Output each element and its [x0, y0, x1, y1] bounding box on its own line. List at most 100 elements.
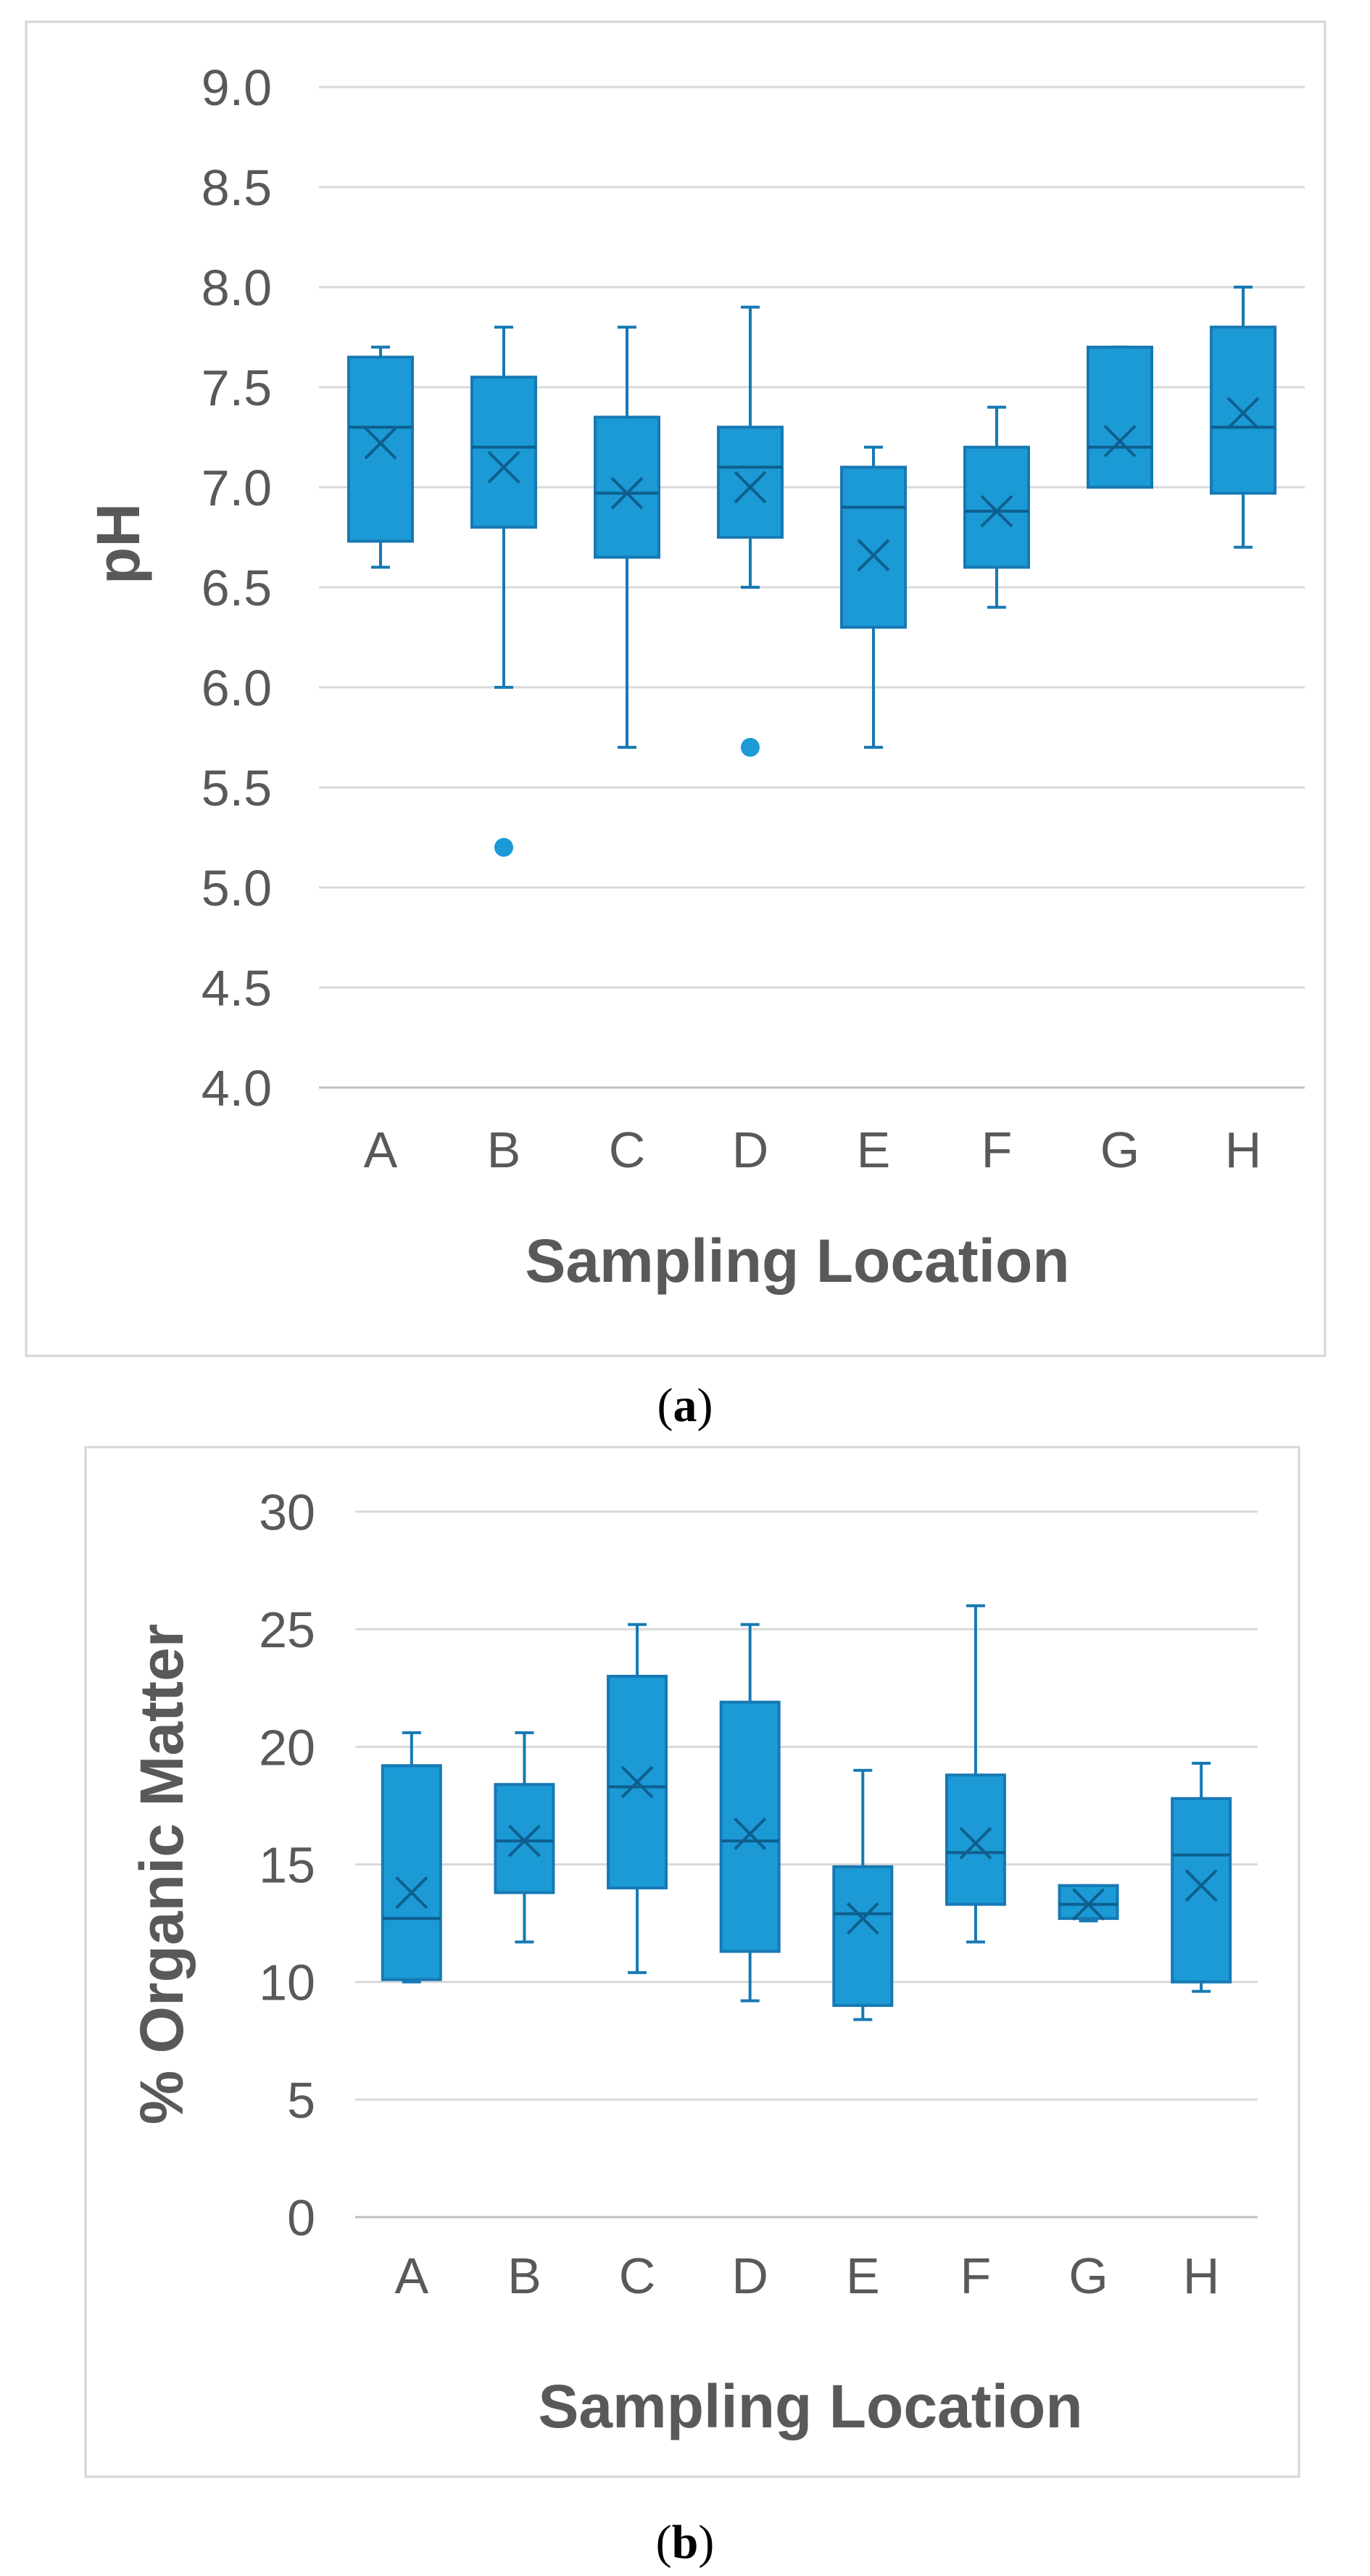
y-axis-title: pH: [84, 503, 152, 584]
y-tick-labels: 4.0 4.5 5.0 5.5 6.0 6.5 7.0 7.5 8.0 8.5 9.0: [202, 59, 272, 1117]
box-location-f: [945, 1604, 1006, 1944]
y-tick-label: 4.5: [202, 960, 272, 1016]
iqr-box: [381, 1764, 442, 1981]
mean-marker-stroke: [610, 476, 644, 510]
caption-close-paren: ): [697, 1379, 713, 1432]
y-tick-label: 5: [287, 2072, 315, 2129]
y-tick-label: 20: [259, 1719, 315, 1776]
iqr-box: [1210, 326, 1276, 495]
chart-panel-ph: 4.0 4.5 5.0 5.5 6.0 6.5 7.0 7.5 8.0 8.5 9.0 A B C D E F…: [25, 20, 1327, 1357]
y-tick-label: 6.0: [202, 660, 272, 716]
mean-marker-stroke: [1103, 425, 1137, 457]
box-location-b: [494, 1731, 555, 1944]
x-tick-label: D: [731, 2248, 768, 2304]
mean-marker: [959, 1826, 992, 1860]
y-tick-label: 0: [287, 2190, 315, 2246]
y-tick-label: 9.0: [202, 59, 272, 116]
x-tick-label: A: [364, 1122, 398, 1178]
x-tick-label: G: [1100, 1122, 1139, 1178]
box-location-g: [1087, 345, 1153, 489]
y-tick-label: 15: [259, 1837, 315, 1894]
iqr-box: [832, 1865, 894, 2008]
mean-marker: [610, 476, 644, 510]
y-tick-label: 4.0: [202, 1060, 272, 1117]
iqr-box: [963, 445, 1030, 569]
mean-marker: [857, 539, 890, 572]
iqr-box: [1171, 1797, 1232, 1984]
mean-marker-stroke: [1072, 1888, 1105, 1921]
mean-marker-stroke: [364, 426, 397, 460]
outlier-point: [741, 737, 760, 757]
box-location-b: [470, 326, 537, 857]
mean-marker-stroke: [959, 1826, 992, 1860]
iqr-box: [945, 1773, 1006, 1906]
x-axis-title: Sampling Location: [538, 2372, 1082, 2440]
caption-letter: a: [673, 1379, 697, 1432]
mean-marker: [1226, 397, 1260, 430]
mean-marker: [620, 1765, 654, 1799]
x-tick-label: E: [846, 2248, 880, 2304]
box-series: [347, 286, 1276, 857]
mean-marker: [1103, 425, 1137, 457]
box-location-c: [607, 1623, 668, 1974]
mean-marker: [734, 1817, 767, 1850]
box-location-e: [832, 1768, 894, 2021]
x-tick-label: H: [1183, 2248, 1220, 2304]
x-axis-title: Sampling Location: [525, 1227, 1069, 1295]
figure-caption-b: (b): [656, 2516, 715, 2569]
y-tick-label: 7.0: [202, 460, 272, 516]
mean-marker-stroke: [620, 1765, 654, 1799]
iqr-box: [719, 1700, 781, 1953]
mean-marker: [734, 471, 767, 504]
mean-marker-stroke: [1184, 1869, 1218, 1902]
chart-frame: [84, 1446, 1300, 2478]
mean-marker-stroke: [508, 1824, 541, 1858]
x-tick-label: A: [394, 2248, 428, 2304]
figure-caption-a: (a): [657, 1379, 713, 1432]
mean-marker-stroke: [487, 450, 520, 484]
x-tick-label: F: [960, 2248, 992, 2304]
chart-panel-organic-matter: 0 5 10 15 20 25 30 A B C D E F G H % Organic Matter S…: [84, 1446, 1300, 2478]
x-tick-label: H: [1225, 1122, 1262, 1178]
x-tick-label: F: [981, 1122, 1013, 1178]
y-tick-label: 10: [259, 1955, 315, 2011]
caption-open-paren: (: [656, 2516, 672, 2569]
mean-marker-stroke: [857, 539, 890, 572]
mean-marker: [508, 1824, 541, 1858]
iqr-box: [717, 426, 784, 539]
x-tick-label: C: [609, 1122, 646, 1178]
iqr-box: [840, 465, 907, 629]
box-series: [381, 1604, 1232, 2021]
box-location-e: [840, 445, 907, 749]
box-location-f: [963, 405, 1030, 609]
chart-frame: [25, 20, 1327, 1357]
mean-marker-stroke: [980, 494, 1013, 528]
iqr-box: [1058, 1884, 1119, 1921]
x-tick-label: C: [619, 2248, 656, 2304]
box-location-h: [1210, 286, 1276, 549]
x-tick-label: E: [857, 1122, 891, 1178]
box-location-a: [347, 345, 414, 569]
box-location-h: [1171, 1762, 1232, 1993]
mean-marker: [1072, 1888, 1105, 1921]
y-tick-label: 5.5: [202, 760, 272, 816]
y-tick-label: 7.5: [202, 360, 272, 416]
caption-open-paren: (: [657, 1379, 673, 1432]
y-tick-label: 25: [259, 1602, 315, 1658]
box-location-c: [594, 326, 660, 749]
y-tick-label: 6.5: [202, 560, 272, 616]
mean-marker: [1184, 1869, 1218, 1902]
box-location-g: [1058, 1884, 1119, 1923]
mean-marker: [364, 426, 397, 460]
y-tick-labels: 0 5 10 15 20 25 30: [259, 1484, 315, 2246]
mean-marker-stroke: [734, 471, 767, 504]
caption-letter: b: [672, 2516, 699, 2569]
mean-marker-stroke: [734, 1817, 767, 1850]
y-tick-label: 30: [259, 1484, 315, 1541]
caption-close-paren: ): [698, 2516, 714, 2569]
mean-marker-stroke: [395, 1876, 428, 1909]
y-tick-label: 8.5: [202, 160, 272, 216]
iqr-box: [594, 415, 660, 559]
outlier-point: [494, 837, 513, 857]
